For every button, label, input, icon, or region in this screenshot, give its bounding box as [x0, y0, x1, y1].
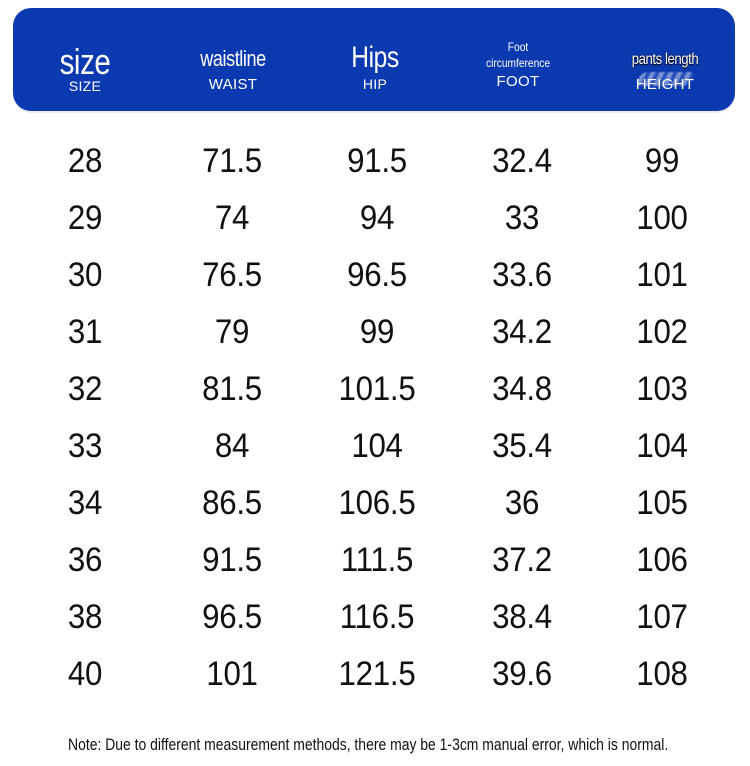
- cell-height: 103: [636, 370, 688, 408]
- cell-waist: 76.5: [202, 256, 262, 294]
- header-size-title: size: [59, 41, 111, 82]
- header-waist-subtitle: WAIST: [208, 76, 258, 93]
- table-header: size SIZE waistline WAIST Hips HIP Foot …: [13, 8, 735, 111]
- cell-size: 31: [67, 313, 103, 351]
- cell-height: 105: [636, 484, 688, 522]
- cell-height: 108: [636, 655, 688, 693]
- cell-foot: 36: [504, 484, 540, 522]
- cell-size: 34: [67, 484, 103, 522]
- header-height-title: pants length: [631, 51, 699, 68]
- table-row: 33 84 104 35.4 104: [0, 418, 750, 475]
- cell-waist: 84: [214, 427, 250, 465]
- table-row: 30 76.5 96.5 33.6 101: [0, 247, 750, 304]
- header-hip: Hips HIP: [346, 8, 404, 111]
- cell-size: 28: [67, 142, 103, 180]
- cell-height: 99: [644, 142, 680, 180]
- cell-waist: 71.5: [202, 142, 262, 180]
- cell-foot: 32.4: [492, 142, 552, 180]
- table-row: 40 101 121.5 39.6 108: [0, 646, 750, 703]
- cell-waist: 96.5: [202, 598, 262, 636]
- cell-waist: 91.5: [202, 541, 262, 579]
- cell-foot: 34.2: [492, 313, 552, 351]
- cell-hip: 99: [359, 313, 395, 351]
- cell-size: 33: [67, 427, 103, 465]
- cell-hip: 101.5: [338, 370, 416, 408]
- header-foot-title-line1: Foot: [507, 40, 529, 54]
- cell-waist: 101: [206, 655, 258, 693]
- cell-foot: 38.4: [492, 598, 552, 636]
- cell-hip: 121.5: [338, 655, 416, 693]
- cell-size: 38: [67, 598, 103, 636]
- cell-foot: 33: [504, 199, 540, 237]
- cell-hip: 106.5: [338, 484, 416, 522]
- cell-foot: 34.8: [492, 370, 552, 408]
- cell-waist: 81.5: [202, 370, 262, 408]
- header-size: size SIZE: [54, 8, 116, 111]
- cell-waist: 79: [214, 313, 250, 351]
- cell-height: 104: [636, 427, 688, 465]
- cell-size: 30: [67, 256, 103, 294]
- cell-height: 106: [636, 541, 688, 579]
- table-row: 38 96.5 116.5 38.4 107: [0, 589, 750, 646]
- header-hip-subtitle: HIP: [362, 76, 388, 92]
- table-row: 28 71.5 91.5 32.4 99: [0, 133, 750, 190]
- header-height: pants length HEIGHT: [624, 8, 705, 111]
- cell-height: 107: [636, 598, 688, 636]
- cell-size: 40: [67, 655, 103, 693]
- cell-waist: 86.5: [202, 484, 262, 522]
- cell-size: 29: [67, 199, 103, 237]
- cell-hip: 94: [359, 199, 395, 237]
- cell-size: 36: [67, 541, 103, 579]
- cell-hip: 91.5: [347, 142, 407, 180]
- header-height-subtitle: HEIGHT: [635, 76, 695, 93]
- table-row: 34 86.5 106.5 36 105: [0, 475, 750, 532]
- cell-foot: 33.6: [492, 256, 552, 294]
- header-hip-title: Hips: [351, 41, 399, 74]
- header-foot: Foot circumference FOOT: [480, 8, 555, 111]
- header-waist: waistline WAIST: [193, 8, 273, 111]
- cell-height: 102: [636, 313, 688, 351]
- cell-size: 32: [67, 370, 103, 408]
- header-size-subtitle: SIZE: [68, 78, 102, 94]
- table-row: 36 91.5 111.5 37.2 106: [0, 532, 750, 589]
- table-row: 31 79 99 34.2 102: [0, 304, 750, 361]
- cell-hip: 116.5: [339, 598, 415, 636]
- cell-height: 100: [636, 199, 688, 237]
- table-row: 29 74 94 33 100: [0, 190, 750, 247]
- cell-foot: 35.4: [492, 427, 552, 465]
- cell-foot: 39.6: [492, 655, 552, 693]
- cell-height: 101: [636, 256, 688, 294]
- header-foot-subtitle: FOOT: [496, 73, 540, 90]
- cell-hip: 111.5: [340, 541, 414, 579]
- header-waist-title: waistline: [200, 46, 266, 71]
- header-foot-title-line2: circumference: [485, 56, 551, 70]
- measurement-note: Note: Due to different measurement metho…: [68, 735, 669, 754]
- cell-waist: 74: [214, 199, 250, 237]
- cell-hip: 104: [351, 427, 403, 465]
- cell-hip: 96.5: [347, 256, 407, 294]
- table-row: 32 81.5 101.5 34.8 103: [0, 361, 750, 418]
- cell-foot: 37.2: [492, 541, 552, 579]
